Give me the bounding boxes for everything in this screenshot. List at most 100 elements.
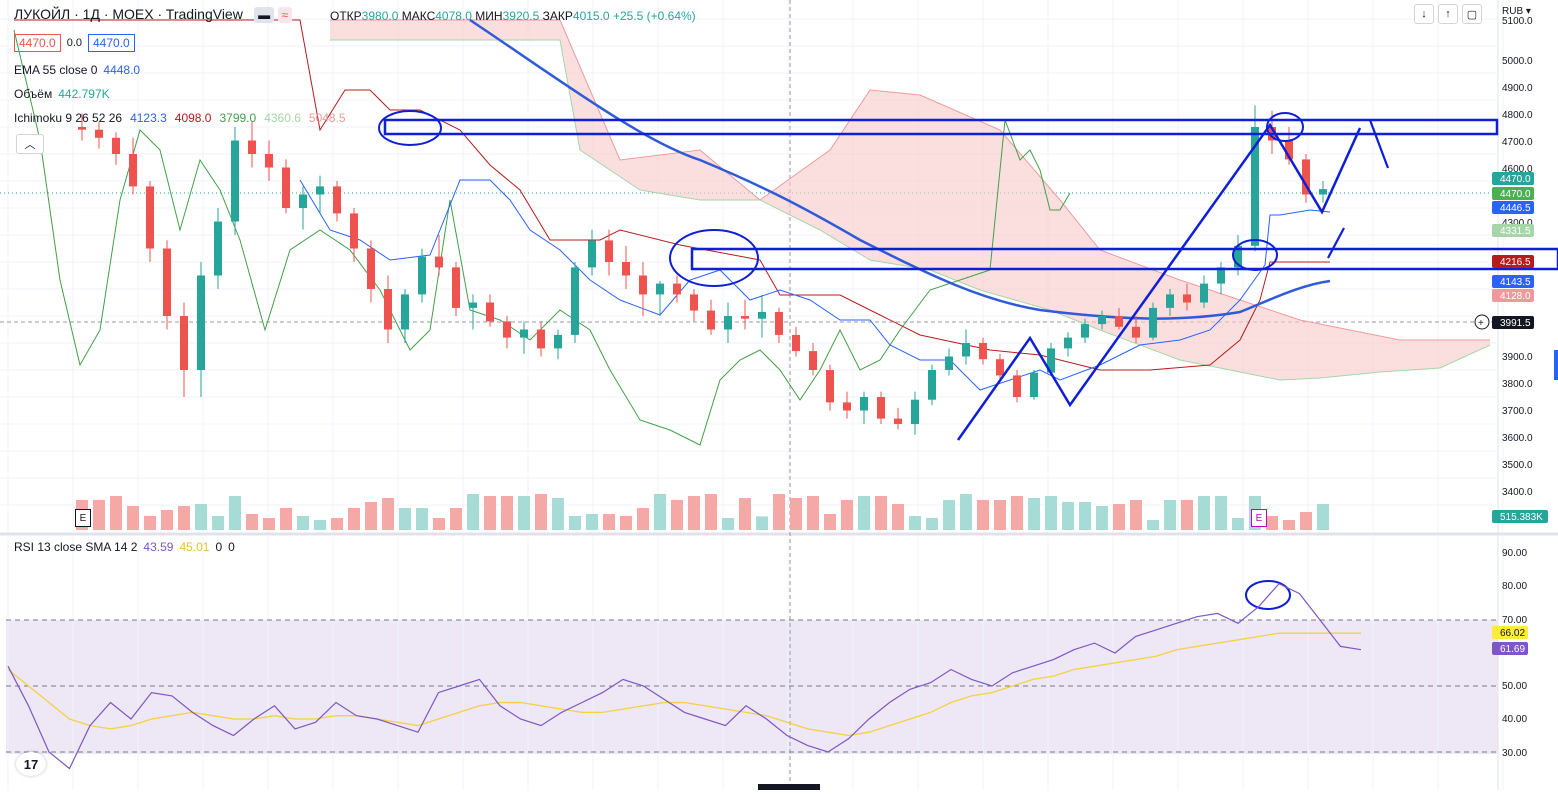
candle-body[interactable]	[639, 275, 647, 295]
candle-body[interactable]	[1013, 375, 1021, 397]
candle-body[interactable]	[265, 154, 273, 168]
candle-body[interactable]	[180, 316, 188, 370]
candle-body[interactable]	[622, 262, 630, 276]
candle-body[interactable]	[1217, 267, 1225, 284]
candle-body[interactable]	[1200, 283, 1208, 303]
candle-body[interactable]	[1234, 245, 1242, 268]
candle-body[interactable]	[1030, 372, 1038, 397]
circle-annotation[interactable]	[1232, 239, 1278, 271]
arrow-down-icon[interactable]	[1368, 119, 1390, 169]
scrollbar-handle[interactable]	[1554, 350, 1558, 380]
candle-body[interactable]	[945, 356, 953, 371]
candle-body[interactable]	[1285, 140, 1293, 160]
buy-button[interactable]: 4470.0	[88, 34, 135, 52]
candle-body[interactable]	[520, 329, 528, 338]
candle-body[interactable]	[571, 267, 579, 335]
candle-body[interactable]	[911, 399, 919, 424]
add-alert-icon[interactable]	[1474, 314, 1490, 330]
candle-body[interactable]	[333, 186, 341, 214]
tradingview-logo[interactable]: 17	[16, 752, 46, 776]
candle-body[interactable]	[758, 311, 766, 319]
candle-body[interactable]	[860, 397, 868, 411]
candle-body[interactable]	[588, 240, 596, 268]
candle-body[interactable]	[1081, 324, 1089, 338]
candle-body[interactable]	[486, 302, 494, 322]
support-zone-rect[interactable]	[690, 247, 1558, 271]
candle-body[interactable]	[894, 418, 902, 424]
move-down-button[interactable]: ↓	[1414, 4, 1434, 24]
candle-body[interactable]	[656, 283, 664, 295]
candle-body[interactable]	[299, 194, 307, 209]
candle-body[interactable]	[1098, 316, 1106, 325]
candle-body[interactable]	[1115, 316, 1123, 327]
market-status-icon[interactable]: ▬	[254, 7, 275, 23]
sell-button[interactable]: 4470.0	[14, 34, 61, 52]
circle-annotation[interactable]	[1266, 112, 1304, 142]
candle-body[interactable]	[316, 186, 324, 195]
candle-body[interactable]	[1166, 294, 1174, 308]
zigzag-trendline[interactable]	[956, 122, 1362, 441]
candle-body[interactable]	[78, 127, 86, 130]
delayed-data-icon[interactable]: ≈	[277, 7, 293, 23]
candle-body[interactable]	[809, 351, 817, 370]
candle-body[interactable]	[537, 329, 545, 349]
candle-body[interactable]	[554, 334, 562, 349]
user-drawings[interactable]	[378, 110, 1558, 610]
candle-body[interactable]	[503, 321, 511, 338]
plus-icon[interactable]: +	[1478, 318, 1484, 329]
candle-body[interactable]	[843, 402, 851, 411]
candle-body[interactable]	[673, 283, 681, 295]
ichimoku-legend[interactable]: Ichimoku 9 26 52 26 4123.3 4098.0 3799.0…	[14, 111, 346, 125]
candle-body[interactable]	[979, 343, 987, 360]
candle-body[interactable]	[146, 186, 154, 249]
resistance-zone-rect[interactable]	[383, 118, 1499, 136]
candle-body[interactable]	[775, 311, 783, 335]
circle-annotation[interactable]	[378, 110, 442, 146]
candle-body[interactable]	[384, 289, 392, 330]
maximize-pane-button[interactable]: ▢	[1462, 4, 1482, 24]
candle-body[interactable]	[1302, 159, 1310, 195]
candle-body[interactable]	[469, 302, 477, 308]
rsi-legend[interactable]: RSI 13 close SMA 14 2 43.59 45.01 0 0	[14, 540, 235, 554]
candle-body[interactable]	[1064, 337, 1072, 349]
candle-body[interactable]	[231, 140, 239, 222]
candle-body[interactable]	[401, 294, 409, 330]
candle-body[interactable]	[214, 221, 222, 276]
candle-body[interactable]	[826, 370, 834, 403]
candle-body[interactable]	[741, 316, 749, 319]
arrow-up-icon[interactable]	[1327, 227, 1345, 259]
candle-body[interactable]	[350, 213, 358, 249]
candle-body[interactable]	[248, 140, 256, 155]
candle-body[interactable]	[435, 256, 443, 268]
circle-annotation[interactable]	[669, 229, 759, 287]
candle-body[interactable]	[707, 310, 715, 330]
earnings-badge[interactable]: E	[1251, 509, 1267, 527]
volume-legend[interactable]: Объём 442.797K	[14, 87, 110, 101]
candle-body[interactable]	[1047, 348, 1055, 373]
symbol-title[interactable]: ЛУКОЙЛ · 1Д · MOEX · TradingView	[14, 6, 243, 22]
circle-annotation[interactable]	[1245, 580, 1291, 610]
candle-body[interactable]	[95, 129, 103, 138]
collapse-legend-button[interactable]: ︿	[16, 134, 44, 154]
candle-body[interactable]	[877, 397, 885, 419]
candle-body[interactable]	[129, 154, 137, 187]
candle-body[interactable]	[962, 343, 970, 357]
move-up-button[interactable]: ↑	[1438, 4, 1458, 24]
candle-body[interactable]	[1149, 307, 1157, 338]
candle-body[interactable]	[163, 248, 171, 317]
candle-body[interactable]	[452, 267, 460, 308]
currency-selector[interactable]: RUB ▾	[1502, 6, 1531, 17]
candle-body[interactable]	[197, 275, 205, 371]
candle-body[interactable]	[690, 294, 698, 311]
time-axis-marker[interactable]	[758, 784, 820, 790]
candle-body[interactable]	[1251, 127, 1259, 246]
candle-body[interactable]	[928, 370, 936, 400]
candle-body[interactable]	[605, 240, 613, 262]
earnings-badge[interactable]: E	[75, 509, 91, 527]
candle-body[interactable]	[112, 137, 120, 154]
candle-body[interactable]	[282, 167, 290, 209]
candle-body[interactable]	[418, 256, 426, 295]
candle-body[interactable]	[367, 248, 375, 290]
